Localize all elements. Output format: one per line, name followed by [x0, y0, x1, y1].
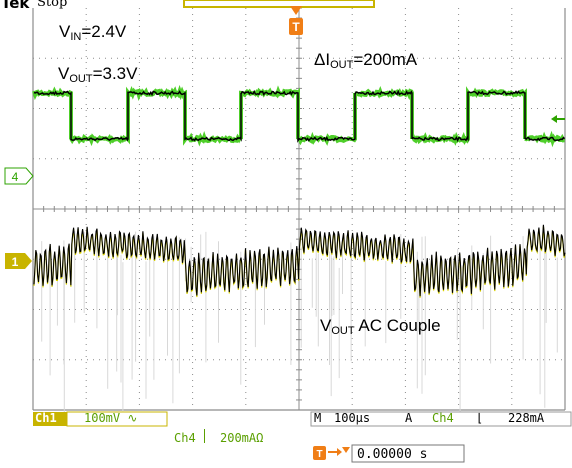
brand-logo: Tek — [1, 0, 30, 12]
ohm-icon: Ω — [256, 431, 264, 445]
trigger-marker[interactable]: T — [289, 6, 303, 35]
svg-text:T: T — [316, 449, 322, 460]
ch4-channel-label[interactable]: Ch4 — [174, 431, 196, 445]
vout-ac-couple-label: VOUT AC Couple — [320, 316, 441, 337]
ch1-ground-marker[interactable]: 1 — [5, 253, 32, 269]
ch1-channel-label[interactable]: Ch1 — [35, 411, 57, 425]
ch1-scale-box — [66, 411, 168, 427]
ch4-ground-marker[interactable]: 4 — [4, 167, 34, 185]
trigger-slope-icon: ⌊ — [476, 411, 484, 425]
waveform-traces — [32, 84, 566, 420]
timebase-box — [310, 411, 572, 427]
vout-label: VOUT=3.3V — [58, 64, 138, 85]
timebase-mode: M — [314, 411, 322, 425]
ch4-scale-readout[interactable]: 200mAΩ — [220, 431, 264, 445]
graticule — [32, 7, 566, 411]
trigger-marker-label: T — [292, 20, 300, 34]
ch4-label-divider — [204, 429, 205, 443]
trigger-position-icon: T — [313, 446, 350, 460]
delta-iout-label: ΔIOUT=200mA — [314, 50, 418, 71]
vin-label: VIN=2.4V — [59, 22, 127, 43]
acquisition-state: Stop — [37, 0, 68, 10]
trigger-position-readout[interactable]: 0.00000 s — [357, 447, 428, 462]
trigger-position-bar — [183, 0, 375, 8]
ch4-current-trace — [32, 84, 566, 148]
ch1-scale-readout[interactable]: 100mV ∿ — [84, 411, 138, 425]
ac-coupling-icon: ∿ — [127, 411, 138, 425]
ch1-ac-coupled-trace — [33, 224, 566, 420]
ch1-marker-label: 1 — [12, 255, 19, 269]
timebase-readout[interactable]: 100µs — [334, 411, 371, 425]
trigger-position-box — [351, 444, 465, 463]
trigger-mode: A — [405, 411, 413, 425]
trigger-source[interactable]: Ch4 — [432, 411, 454, 425]
trigger-level-arrow — [551, 115, 565, 123]
trigger-level-readout[interactable]: 228mA — [508, 411, 545, 425]
ch1-label-box — [33, 412, 67, 426]
ch4-marker-label: 4 — [12, 170, 19, 184]
